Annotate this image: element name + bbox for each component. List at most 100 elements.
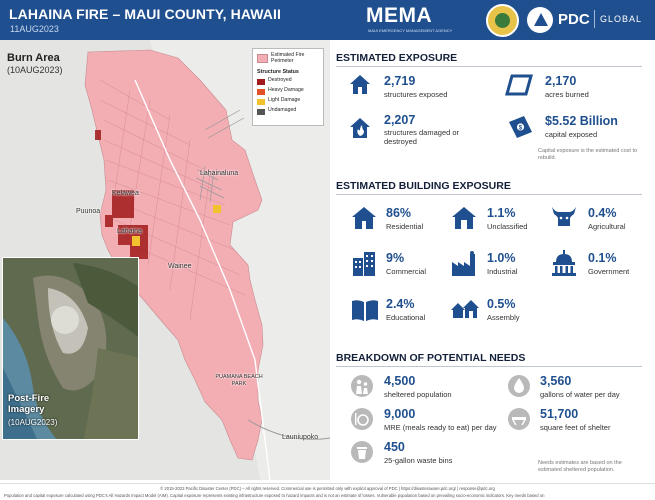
- commercial-icon: [353, 252, 375, 276]
- building-industrial-value: 1.0%: [487, 251, 516, 265]
- needs-water-value: 3,560: [540, 374, 572, 388]
- needs-mre-label: MRE (meals ready to eat) per day: [384, 423, 497, 432]
- exposure-divider: [336, 66, 642, 67]
- legend-perimeter: Estimated Fire Perimeter: [257, 52, 319, 65]
- building-assembly-label: Assembly: [487, 313, 520, 322]
- assembly-icon: [451, 300, 479, 318]
- needs-shelter-value: 51,700: [540, 407, 579, 421]
- building-government-value: 0.1%: [588, 251, 617, 265]
- needs-waste-value: 450: [384, 440, 405, 454]
- place-puamana: PUAMANA BEACH PARK: [215, 374, 263, 387]
- needs-note: Needs estimates are based on the estimat…: [538, 460, 622, 473]
- building-unclassified-value: 1.1%: [487, 206, 516, 220]
- legend-item: Undamaged: [257, 106, 319, 115]
- legend-item: Light Damage: [257, 96, 319, 105]
- header-date: 11AUG2023: [10, 24, 59, 34]
- money-icon: $: [509, 116, 532, 138]
- house-fire-icon: [350, 118, 370, 138]
- building-divider: [336, 194, 642, 195]
- agricultural-icon: [552, 207, 576, 226]
- needs-sheltered-label: sheltered population: [384, 390, 452, 399]
- legend-swatch-undamaged: [257, 108, 265, 115]
- area-icon: [505, 74, 533, 96]
- legend-status-heading: Structure Status: [257, 68, 299, 75]
- satellite-image: [3, 258, 138, 439]
- county-seal-icon: [486, 4, 519, 37]
- place-kelawea: Kelawea: [112, 190, 139, 197]
- exposure-acres-label: acres burned: [545, 90, 589, 99]
- building-residential-label: Residential: [386, 222, 424, 231]
- legend-item-label: Light Damage: [268, 96, 301, 103]
- needs-divider: [336, 366, 642, 367]
- exposure-capital-value: $5.52 Billion: [545, 114, 618, 128]
- industrial-icon: [452, 251, 475, 276]
- exposure-structures-value: 2,719: [384, 74, 416, 88]
- footer-copyright: © 2015-2023 Pacific Disaster Center (PDC…: [160, 486, 495, 491]
- post-fire-imagery-inset[interactable]: Post-Fire Imagery (10AUG2023): [2, 257, 139, 440]
- burn-area-map[interactable]: Burn Area (10AUG2023) Estimated Fire Per…: [0, 40, 330, 480]
- mema-subtitle: MAUI EMERGENCY MANAGEMENT AGENCY: [368, 28, 453, 33]
- footer: © 2015-2023 Pacific Disaster Center (PDC…: [0, 483, 655, 500]
- building-assembly-value: 0.5%: [487, 297, 516, 311]
- needs-mre-value: 9,000: [384, 407, 416, 421]
- page-title: LAHAINA FIRE – MAUI COUNTY, HAWAII: [9, 6, 281, 22]
- meal-icon: [351, 408, 373, 430]
- building-agricultural-label: Agricultural: [588, 222, 626, 231]
- building-industrial-label: Industrial: [487, 267, 518, 276]
- place-puunoa: Puunoa: [76, 208, 101, 215]
- place-launiupoko: Launiupoko: [282, 434, 319, 441]
- burn-area-title: Burn Area: [7, 52, 60, 64]
- residential-icon: [352, 207, 376, 229]
- svg-text:$: $: [519, 126, 523, 132]
- building-unclassified-label: Unclassified: [487, 222, 528, 231]
- legend-swatch-destroyed: [257, 78, 265, 85]
- building-educational-label: Educational: [386, 313, 426, 322]
- exposure-damaged-value: 2,207: [384, 113, 416, 127]
- legend-perimeter-label: Estimated Fire Perimeter: [271, 52, 305, 64]
- building-residential-value: 86%: [386, 206, 412, 220]
- building-commercial-label: Commercial: [386, 267, 427, 276]
- legend-item-label: Undamaged: [268, 106, 297, 113]
- legend-item: Destroyed: [257, 76, 319, 85]
- burn-area-date: (10AUG2023): [7, 65, 63, 75]
- header-bar: LAHAINA FIRE – MAUI COUNTY, HAWAII 11AUG…: [0, 0, 655, 40]
- needs-shelter-label: square feet of shelter: [540, 423, 611, 432]
- building-title: ESTIMATED BUILDING EXPOSURE: [336, 180, 511, 192]
- building-government-label: Government: [588, 267, 630, 276]
- pdc-logo-text: PDC: [558, 11, 590, 28]
- exposure-note: Capital exposure is the estimated cost t…: [538, 148, 638, 161]
- place-lahainaluna: Lahainaluna: [200, 170, 239, 177]
- cot-icon: [508, 408, 530, 430]
- legend-item-label: Heavy Damage: [268, 86, 304, 93]
- people-icon: [351, 375, 373, 397]
- needs-sheltered-value: 4,500: [384, 374, 416, 388]
- water-drop-icon: [508, 375, 530, 397]
- building-agricultural-value: 0.4%: [588, 206, 617, 220]
- pdc-logo-icon: [527, 7, 553, 33]
- legend-swatch-light: [257, 98, 265, 105]
- exposure-title: ESTIMATED EXPOSURE: [336, 52, 458, 64]
- exposure-acres-value: 2,170: [545, 74, 577, 88]
- place-lahaina: Lahaina: [117, 228, 142, 235]
- unclassified-icon: [452, 207, 476, 229]
- legend-swatch-heavy: [257, 88, 265, 95]
- waste-bin-icon: [351, 441, 373, 463]
- pdc-global-text: GLOBAL: [600, 14, 643, 24]
- footer-methodology: Population and capital exposure calculat…: [4, 493, 545, 498]
- exposure-structures-label: structures exposed: [384, 90, 448, 99]
- government-icon: [552, 250, 576, 276]
- fire-perimeter: [84, 49, 264, 461]
- building-commercial-value: 9%: [386, 251, 405, 265]
- needs-waste-label: 25-gallon waste bins: [384, 456, 453, 465]
- building-educational-value: 2.4%: [386, 297, 415, 311]
- legend-item: Heavy Damage: [257, 86, 319, 95]
- map-legend: Estimated Fire Perimeter Structure Statu…: [252, 48, 324, 126]
- legend-item-label: Destroyed: [268, 76, 292, 83]
- place-wainee: Wainee: [168, 263, 192, 270]
- legend-perimeter-swatch: [257, 54, 268, 63]
- educational-icon: [352, 300, 378, 321]
- inset-date: (10AUG2023): [8, 418, 58, 427]
- exposure-capital-label: capital exposed: [545, 130, 598, 139]
- needs-water-label: gallons of water per day: [540, 390, 620, 399]
- pdc-separator: [594, 10, 595, 28]
